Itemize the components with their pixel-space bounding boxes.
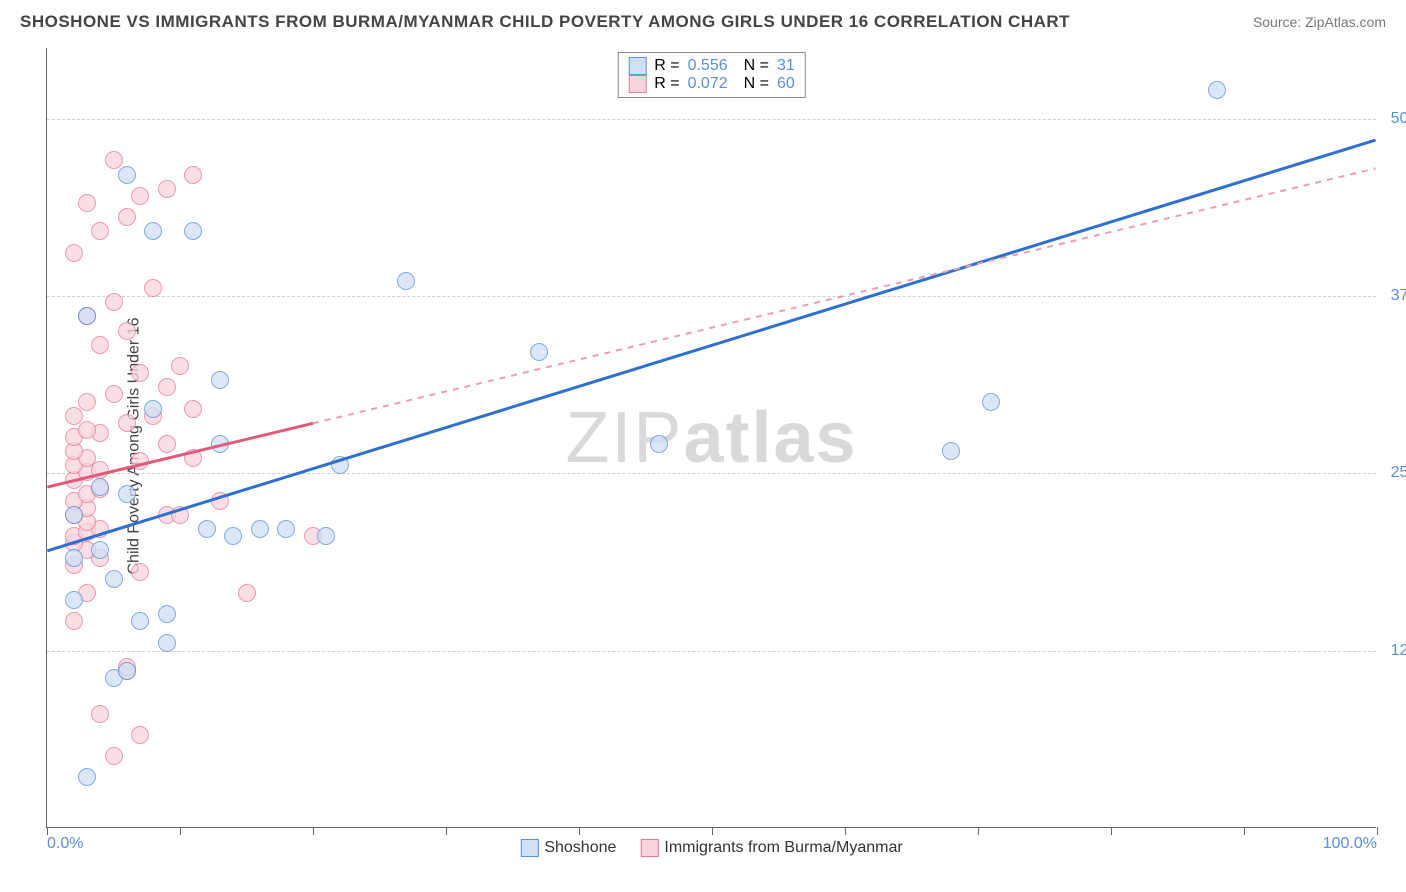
swatch-shoshone-icon bbox=[628, 57, 646, 75]
trend-lines bbox=[47, 48, 1376, 827]
point-shoshone bbox=[118, 662, 136, 680]
point-shoshone bbox=[982, 393, 1000, 411]
point-shoshone bbox=[942, 442, 960, 460]
point-burma bbox=[78, 393, 96, 411]
legend-series: Shoshone Immigrants from Burma/Myanmar bbox=[520, 839, 902, 857]
x-tick-label: 100.0% bbox=[1323, 835, 1377, 853]
point-shoshone bbox=[211, 371, 229, 389]
point-shoshone bbox=[198, 520, 216, 538]
point-burma bbox=[184, 400, 202, 418]
title-bar: SHOSHONE VS IMMIGRANTS FROM BURMA/MYANMA… bbox=[20, 12, 1386, 32]
swatch-burma-icon bbox=[640, 839, 658, 857]
watermark-bold: atlas bbox=[683, 398, 857, 478]
point-shoshone bbox=[65, 591, 83, 609]
point-shoshone bbox=[65, 506, 83, 524]
x-tick-label: 0.0% bbox=[47, 835, 83, 853]
legend-row-shoshone: R = 0.556 N = 31 bbox=[628, 57, 795, 75]
point-burma bbox=[171, 506, 189, 524]
n-value-shoshone: 31 bbox=[777, 57, 795, 75]
point-shoshone bbox=[184, 222, 202, 240]
point-burma bbox=[91, 705, 109, 723]
swatch-shoshone-icon bbox=[520, 839, 538, 857]
point-burma bbox=[78, 421, 96, 439]
swatch-burma-icon bbox=[628, 75, 646, 93]
point-shoshone bbox=[131, 612, 149, 630]
point-shoshone bbox=[277, 520, 295, 538]
point-shoshone bbox=[144, 222, 162, 240]
legend-item-shoshone: Shoshone bbox=[520, 839, 616, 857]
y-tick-label: 25.0% bbox=[1381, 464, 1406, 482]
point-burma bbox=[105, 293, 123, 311]
r-label: R = bbox=[654, 75, 679, 93]
point-shoshone bbox=[224, 527, 242, 545]
point-burma bbox=[118, 322, 136, 340]
point-burma bbox=[105, 385, 123, 403]
legend-label-burma: Immigrants from Burma/Myanmar bbox=[664, 839, 902, 857]
point-burma bbox=[184, 166, 202, 184]
plot-area: ZIPatlas R = 0.556 N = 31 R = 0.072 N = … bbox=[46, 48, 1376, 828]
point-burma bbox=[78, 194, 96, 212]
point-burma bbox=[238, 584, 256, 602]
point-burma bbox=[118, 208, 136, 226]
point-burma bbox=[105, 151, 123, 169]
point-shoshone bbox=[331, 456, 349, 474]
legend-correlation: R = 0.556 N = 31 R = 0.072 N = 60 bbox=[617, 52, 806, 98]
chart-title: SHOSHONE VS IMMIGRANTS FROM BURMA/MYANMA… bbox=[20, 12, 1070, 32]
point-shoshone bbox=[251, 520, 269, 538]
r-value-burma: 0.072 bbox=[688, 75, 728, 93]
point-burma bbox=[65, 244, 83, 262]
point-shoshone bbox=[650, 435, 668, 453]
point-burma bbox=[131, 726, 149, 744]
point-burma bbox=[211, 492, 229, 510]
n-value-burma: 60 bbox=[777, 75, 795, 93]
point-shoshone bbox=[144, 400, 162, 418]
point-shoshone bbox=[158, 634, 176, 652]
point-shoshone bbox=[91, 478, 109, 496]
point-burma bbox=[158, 378, 176, 396]
point-shoshone bbox=[78, 307, 96, 325]
legend-row-burma: R = 0.072 N = 60 bbox=[628, 75, 795, 93]
point-burma bbox=[144, 279, 162, 297]
point-burma bbox=[171, 357, 189, 375]
point-shoshone bbox=[397, 272, 415, 290]
point-shoshone bbox=[211, 435, 229, 453]
y-tick-label: 12.5% bbox=[1381, 642, 1406, 660]
point-shoshone bbox=[65, 549, 83, 567]
point-shoshone bbox=[1208, 81, 1226, 99]
n-label: N = bbox=[744, 57, 769, 75]
point-shoshone bbox=[118, 166, 136, 184]
point-burma bbox=[158, 435, 176, 453]
r-value-shoshone: 0.556 bbox=[688, 57, 728, 75]
point-burma bbox=[131, 364, 149, 382]
r-label: R = bbox=[654, 57, 679, 75]
point-burma bbox=[131, 452, 149, 470]
point-burma bbox=[65, 612, 83, 630]
n-label: N = bbox=[744, 75, 769, 93]
point-shoshone bbox=[530, 343, 548, 361]
watermark: ZIPatlas bbox=[565, 397, 857, 479]
point-burma bbox=[105, 747, 123, 765]
source-label: Source: ZipAtlas.com bbox=[1253, 14, 1386, 30]
legend-item-burma: Immigrants from Burma/Myanmar bbox=[640, 839, 902, 857]
y-tick-label: 37.5% bbox=[1381, 287, 1406, 305]
point-shoshone bbox=[78, 768, 96, 786]
point-burma bbox=[131, 563, 149, 581]
point-shoshone bbox=[105, 570, 123, 588]
point-shoshone bbox=[158, 605, 176, 623]
point-burma bbox=[158, 180, 176, 198]
point-burma bbox=[184, 449, 202, 467]
point-burma bbox=[65, 407, 83, 425]
legend-label-shoshone: Shoshone bbox=[544, 839, 616, 857]
point-shoshone bbox=[317, 527, 335, 545]
point-burma bbox=[118, 414, 136, 432]
point-burma bbox=[91, 222, 109, 240]
y-tick-label: 50.0% bbox=[1381, 110, 1406, 128]
point-shoshone bbox=[91, 541, 109, 559]
point-burma bbox=[131, 187, 149, 205]
point-shoshone bbox=[118, 485, 136, 503]
point-burma bbox=[91, 336, 109, 354]
